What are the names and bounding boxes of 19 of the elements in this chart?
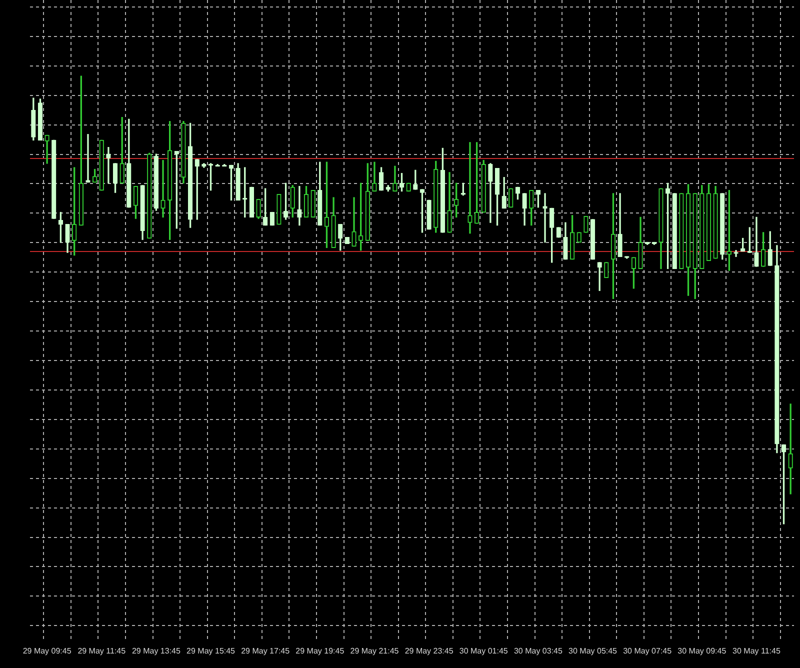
candlestick: [160, 160, 166, 218]
x-tick-label: 29 May 21:45: [350, 646, 400, 656]
x-tick-label: 29 May 09:45: [22, 646, 72, 656]
x-tick-label: 29 May 17:45: [241, 646, 290, 656]
x-tick-label: 29 May 13:45: [132, 646, 181, 656]
x-tick-label: 30 May 11:45: [732, 646, 781, 656]
x-tick-label: 30 May 07:45: [623, 646, 672, 656]
candlestick: [106, 147, 111, 184]
x-tick-label: 30 May 01:45: [459, 646, 508, 656]
x-tick-label: 30 May 05:45: [568, 646, 618, 656]
x-tick-label: 29 May 19:45: [296, 646, 345, 656]
candlestick: [297, 186, 302, 226]
candlestick: [468, 142, 472, 234]
x-tick-label: 29 May 15:45: [186, 646, 236, 656]
x-tick-label: 30 May 03:45: [514, 646, 563, 656]
x-tick-label: 29 May 23:45: [404, 646, 454, 656]
candlestick: [44, 134, 50, 164]
x-tick-label: 30 May 09:45: [678, 646, 727, 656]
x-tick-label: 29 May 11:45: [78, 646, 126, 656]
